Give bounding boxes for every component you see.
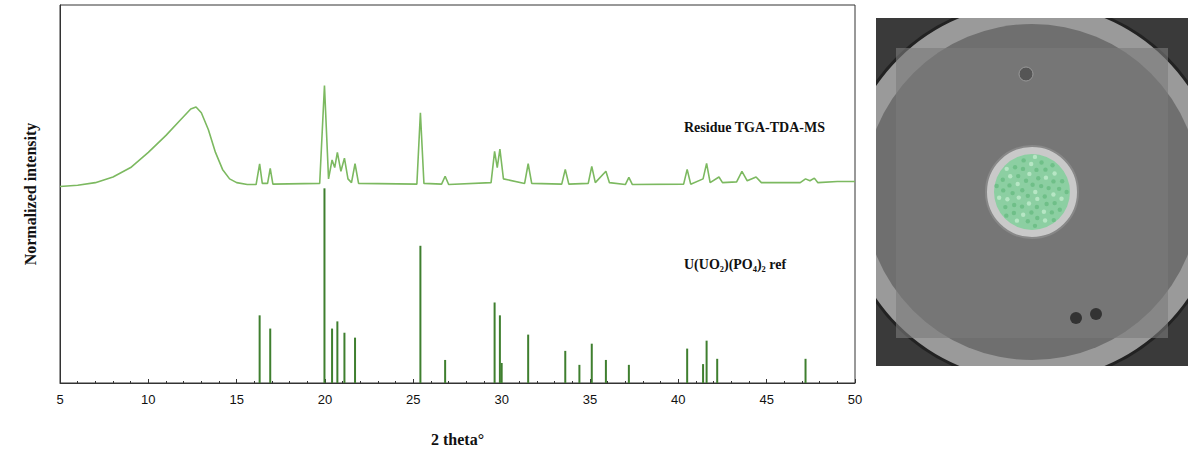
svg-text:Normalized intensity: Normalized intensity <box>22 123 40 266</box>
svg-text:2 theta°: 2 theta° <box>431 431 484 448</box>
svg-text:Residue TGA-TDA-MS: Residue TGA-TDA-MS <box>684 120 825 135</box>
svg-text:35: 35 <box>583 392 597 407</box>
svg-text:U(UO₂)(PO₄)₂ ref: U(UO₂)(PO₄)₂ ref <box>684 257 786 273</box>
svg-text:5: 5 <box>56 392 63 407</box>
svg-text:10: 10 <box>141 392 155 407</box>
svg-text:40: 40 <box>671 392 685 407</box>
svg-text:15: 15 <box>229 392 243 407</box>
svg-text:20: 20 <box>318 392 332 407</box>
svg-text:45: 45 <box>759 392 773 407</box>
svg-text:25: 25 <box>406 392 420 407</box>
svg-text:30: 30 <box>494 392 508 407</box>
svg-text:50: 50 <box>848 392 862 407</box>
